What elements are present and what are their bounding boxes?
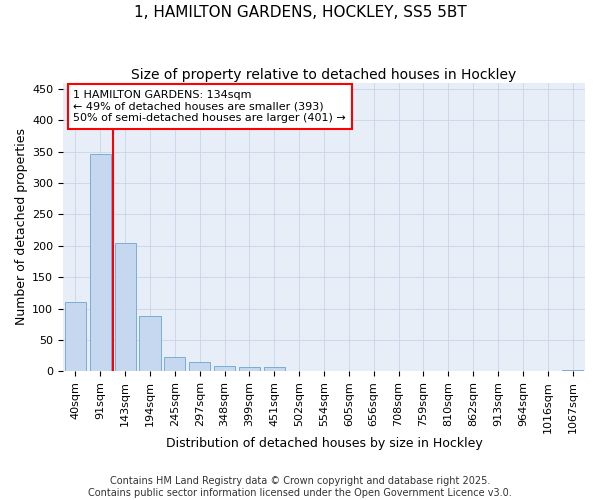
- Bar: [164, 358, 185, 371]
- Bar: [189, 362, 210, 371]
- Bar: [139, 316, 161, 371]
- X-axis label: Distribution of detached houses by size in Hockley: Distribution of detached houses by size …: [166, 437, 482, 450]
- Bar: [115, 244, 136, 371]
- Bar: [239, 367, 260, 371]
- Bar: [562, 370, 583, 371]
- Bar: [90, 154, 111, 371]
- Title: Size of property relative to detached houses in Hockley: Size of property relative to detached ho…: [131, 68, 517, 82]
- Text: 1, HAMILTON GARDENS, HOCKLEY, SS5 5BT: 1, HAMILTON GARDENS, HOCKLEY, SS5 5BT: [134, 5, 466, 20]
- Bar: [65, 302, 86, 371]
- Text: 1 HAMILTON GARDENS: 134sqm
← 49% of detached houses are smaller (393)
50% of sem: 1 HAMILTON GARDENS: 134sqm ← 49% of deta…: [73, 90, 346, 123]
- Y-axis label: Number of detached properties: Number of detached properties: [15, 128, 28, 326]
- Bar: [264, 368, 285, 371]
- Bar: [214, 366, 235, 371]
- Text: Contains HM Land Registry data © Crown copyright and database right 2025.
Contai: Contains HM Land Registry data © Crown c…: [88, 476, 512, 498]
